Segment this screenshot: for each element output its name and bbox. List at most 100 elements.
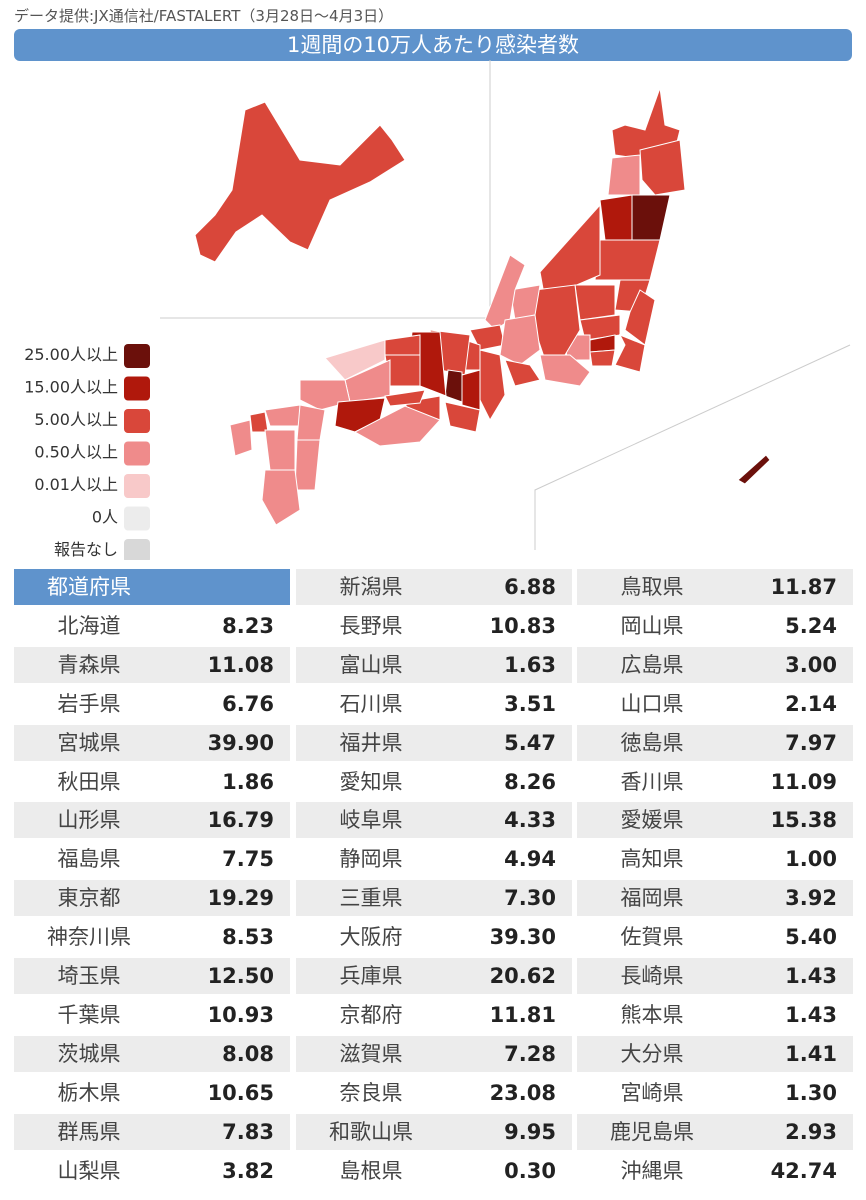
prefecture [264,404,301,427]
prefecture-name: 青森県 [57,652,121,677]
prefecture-value: 1.00 [785,847,837,872]
prefecture-value: 7.28 [504,1041,556,1066]
prefecture [594,239,661,281]
prefecture-name: 山形県 [57,808,121,833]
prefecture-value: 11.08 [207,652,274,677]
prefecture [353,405,441,447]
legend-swatch [124,506,150,531]
prefecture [249,411,269,433]
prefecture-name: 栃木県 [57,1080,121,1105]
prefecture-value: 16.79 [207,808,274,833]
prefecture-value: 8.23 [222,613,274,638]
table-row: 石川県 3.51 [296,685,572,722]
prefecture-name: 千葉県 [57,1002,121,1027]
prefecture [499,314,541,366]
legend-swatch [124,474,150,498]
table-row: 栃木県 10.65 [14,1074,290,1111]
prefecture-name: 鹿児島県 [610,1119,694,1144]
prefecture [574,284,616,321]
prefecture-value: 2.93 [785,1119,837,1144]
prefecture [639,139,686,196]
prefecture [607,154,641,196]
prefecture-name: 長崎県 [620,964,684,988]
prefecture [296,404,326,441]
table-header: 都道府県 [14,569,290,605]
prefecture-name: 新潟県 [339,575,403,599]
prefecture-name: 神奈川県 [47,925,131,950]
prefecture-name: 大阪府 [339,925,403,950]
prefecture-value: 7.75 [222,847,274,872]
prefecture-value: 10.83 [489,613,556,638]
prefecture-value: 3.82 [222,1158,274,1183]
prefecture-value: 7.30 [504,886,556,911]
prefecture-value: 1.41 [785,1041,837,1066]
prefecture-value: 5.24 [785,613,837,638]
table-row: 埼玉県 12.50 [14,958,290,994]
prefecture-name: 三重県 [339,886,403,911]
prefecture-value: 12.50 [207,964,274,988]
prefecture-value: 10.65 [207,1080,274,1105]
prefecture-value: 10.93 [207,1002,274,1027]
table-row: 奈良県 23.08 [296,1074,572,1111]
prefecture-value: 4.33 [504,808,556,833]
table-row: 鳥取県 11.87 [577,569,853,605]
prefecture-name: 長野県 [339,613,403,638]
table-row: 滋賀県 7.28 [296,1035,572,1072]
legend-label: 25.00人以上 [24,345,118,364]
table-row: 和歌山県 9.95 [296,1113,572,1150]
prefecture-name: 島根県 [339,1158,403,1183]
table-row: 富山県 1.63 [296,646,572,683]
prefecture-name: 徳島県 [620,730,684,755]
legend-label: 報告なし [54,540,118,559]
legend-swatch [124,376,150,401]
prefecture-value: 7.83 [222,1119,274,1144]
prefecture-value: 15.38 [770,808,837,833]
table-row: 千葉県 10.93 [14,996,290,1033]
prefecture-name: 石川県 [339,691,403,716]
table-row: 広島県 3.00 [577,646,853,683]
prefecture-value: 5.40 [785,925,837,950]
prefecture [324,339,386,381]
legend-swatch [124,539,150,560]
legend-label: 0.01人以上 [34,475,118,494]
prefecture-name: 福岡県 [620,886,684,911]
prefecture-name: 富山県 [339,652,403,677]
prefecture-name: 岡山県 [620,613,684,638]
prefecture-value: 39.30 [489,925,556,950]
table-row: 鹿児島県 2.93 [577,1113,853,1150]
prefecture-value: 9.95 [504,1119,556,1144]
prefecture-name: 和歌山県 [329,1119,413,1144]
prefecture-name: 沖縄県 [620,1158,684,1183]
prefecture [599,194,633,241]
legend-label: 5.00人以上 [34,410,118,429]
prefecture [479,349,506,422]
table-row: 岩手県 6.76 [14,685,290,722]
legend-swatch [124,344,150,368]
prefecture-name: 香川県 [620,769,684,794]
legend-label: 0.50人以上 [34,443,118,462]
prefecture-value: 6.88 [504,575,556,599]
prefecture [589,349,616,367]
prefecture-value: 2.14 [785,691,837,716]
prefecture-name: 愛知県 [339,769,403,794]
legend-label: 15.00人以上 [24,378,118,397]
title: 1週間の10万人あたり感染者数 [14,29,852,61]
prefecture-name: 岐阜県 [339,808,403,833]
prefecture-value: 7.97 [785,730,837,755]
table-row: 三重県 7.30 [296,880,572,917]
prefecture-name: 茨城県 [57,1041,121,1066]
prefecture [294,439,321,491]
prefecture-value: 11.81 [489,1002,556,1027]
prefecture-name: 福井県 [339,730,403,755]
table-row: 愛知県 8.26 [296,763,572,800]
table-row: 愛媛県 15.38 [577,802,853,839]
table-row: 東京都 19.29 [14,880,290,917]
prefecture-name: 鳥取県 [620,575,684,599]
prefecture-name: 佐賀県 [620,925,684,950]
table-row: 福岡県 3.92 [577,880,853,917]
table-row: 山形県 16.79 [14,802,290,839]
prefecture-name: 熊本県 [620,1002,684,1027]
table-row: 茨城県 8.08 [14,1035,290,1072]
legend-swatch [124,441,150,466]
table-row: 熊本県 1.43 [577,996,853,1033]
